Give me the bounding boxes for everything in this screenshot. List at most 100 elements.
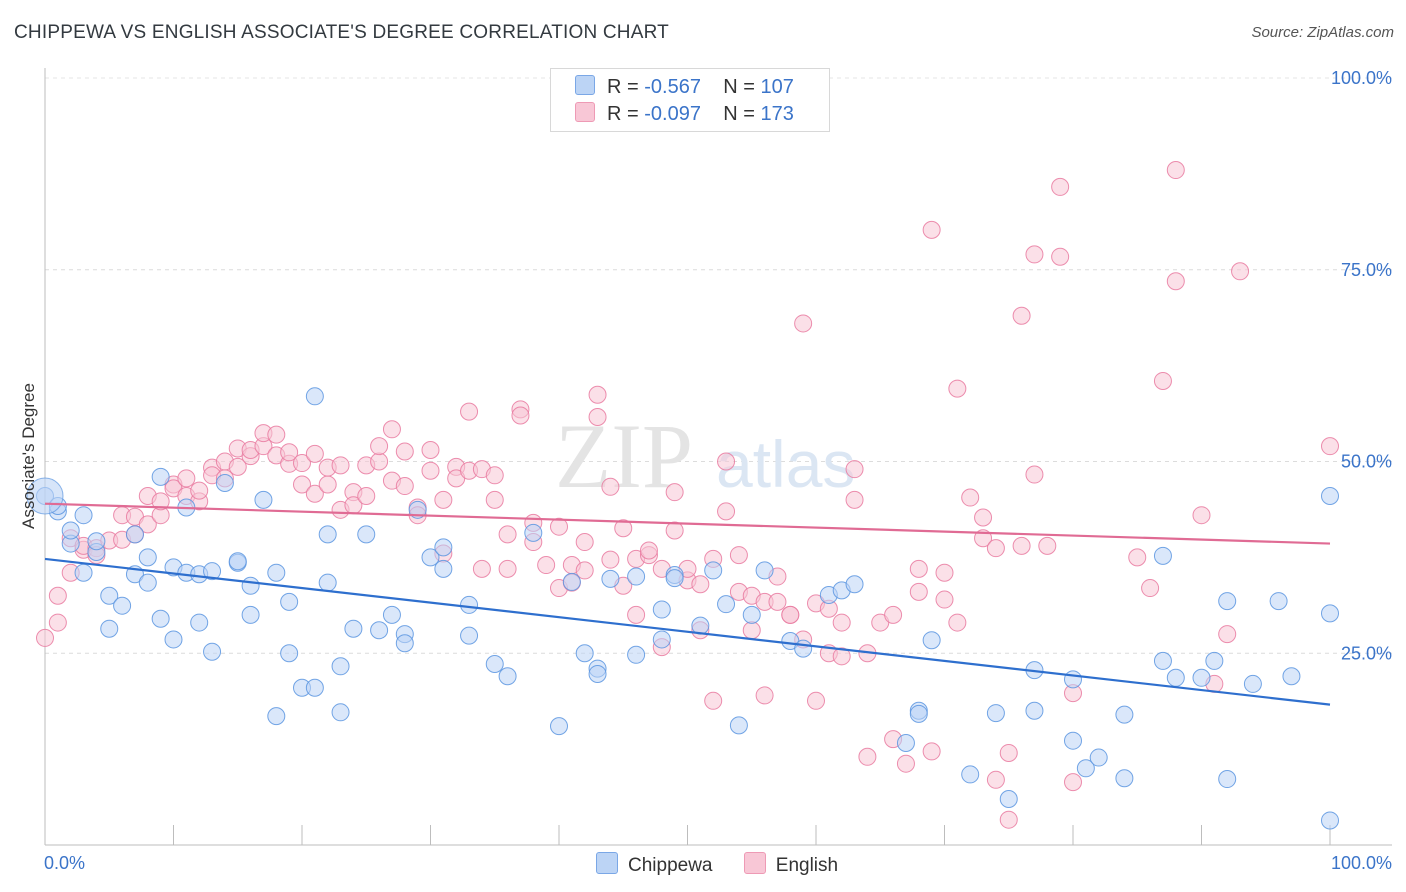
english-point bbox=[948, 379, 967, 398]
chippewa-point bbox=[203, 642, 222, 661]
english-point bbox=[1012, 306, 1031, 325]
english-point bbox=[922, 220, 941, 239]
english-point bbox=[511, 406, 530, 425]
legend-item-english[interactable]: English bbox=[743, 852, 838, 877]
chippewa-point bbox=[794, 639, 813, 658]
chippewa-point bbox=[280, 592, 299, 611]
english-point bbox=[267, 425, 286, 444]
chippewa-point bbox=[100, 586, 119, 605]
english-point bbox=[665, 521, 684, 540]
chippewa-point bbox=[215, 473, 234, 492]
chippewa-point bbox=[1115, 769, 1134, 788]
english-point bbox=[1321, 437, 1339, 456]
chippewa-point bbox=[344, 619, 363, 638]
chippewa-point bbox=[1321, 487, 1339, 506]
chippewa-point bbox=[999, 789, 1018, 808]
english-point bbox=[986, 539, 1005, 558]
english-point bbox=[138, 515, 157, 534]
chippewa-point bbox=[1115, 705, 1134, 724]
y-tick-label: 25.0% bbox=[1341, 643, 1392, 663]
chippewa-point bbox=[267, 563, 286, 582]
chippewa-point bbox=[382, 605, 401, 624]
chippewa-point bbox=[562, 572, 581, 591]
chippewa-point bbox=[1089, 748, 1108, 767]
english-point bbox=[614, 519, 633, 538]
chippewa-point bbox=[267, 707, 286, 726]
english-point bbox=[1166, 272, 1185, 291]
chippewa-point bbox=[318, 525, 337, 544]
english-point bbox=[293, 475, 311, 494]
english-point bbox=[1128, 548, 1147, 567]
chippewa-point bbox=[1153, 651, 1172, 670]
y-tick-label: 75.0% bbox=[1341, 260, 1392, 280]
y-tick-label: 50.0% bbox=[1341, 452, 1392, 472]
english-point bbox=[472, 559, 491, 578]
chippewa-point bbox=[1153, 546, 1172, 565]
chippewa-point bbox=[87, 532, 106, 551]
chippewa-point bbox=[241, 605, 260, 624]
english-point bbox=[974, 508, 993, 527]
english-point bbox=[1012, 536, 1031, 555]
english-point bbox=[318, 475, 337, 494]
english-trend-line bbox=[44, 502, 1331, 545]
legend-item-chippewa[interactable]: Chippewa bbox=[596, 852, 713, 877]
chippewa-point bbox=[961, 765, 980, 784]
english-point bbox=[742, 621, 761, 640]
english-point bbox=[588, 408, 607, 427]
english-legend-swatch bbox=[743, 852, 766, 874]
english-point bbox=[293, 454, 311, 473]
english-point bbox=[575, 561, 594, 580]
english-point bbox=[177, 469, 196, 488]
chippewa-point bbox=[61, 521, 80, 540]
english-point bbox=[627, 605, 646, 624]
english-r-value: -0.097 bbox=[644, 103, 701, 125]
english-swatch bbox=[575, 102, 595, 122]
english-point bbox=[961, 488, 980, 507]
english-point bbox=[498, 525, 517, 544]
english-point bbox=[395, 477, 414, 496]
english-point bbox=[460, 402, 479, 421]
english-point bbox=[228, 457, 247, 476]
chippewa-points bbox=[26, 387, 1339, 830]
chippewa-point bbox=[203, 562, 222, 581]
english-point bbox=[370, 452, 389, 471]
english-point bbox=[999, 810, 1018, 829]
chippewa-point bbox=[434, 538, 453, 557]
english-point bbox=[382, 420, 401, 439]
chippewa-point bbox=[241, 576, 260, 595]
english-point bbox=[717, 452, 736, 471]
chippewa-point bbox=[370, 621, 389, 640]
chippewa-point bbox=[113, 596, 132, 615]
chippewa-point bbox=[588, 664, 607, 683]
chippewa-point bbox=[331, 657, 350, 676]
chart-source: Source: ZipAtlas.com bbox=[1251, 24, 1394, 41]
english-point bbox=[832, 613, 851, 632]
english-point bbox=[48, 613, 67, 632]
english-point bbox=[781, 605, 800, 624]
x-axis-min-label: 0.0% bbox=[44, 853, 85, 873]
english-point bbox=[858, 747, 877, 766]
english-point bbox=[498, 559, 517, 578]
english-point bbox=[36, 628, 54, 647]
chippewa-point bbox=[896, 733, 915, 752]
legend-row-english: R = -0.097 N = 173 bbox=[575, 102, 794, 128]
chippewa-point bbox=[1064, 670, 1082, 689]
english-point bbox=[370, 437, 389, 456]
chippewa-point bbox=[190, 613, 209, 632]
english-point bbox=[48, 586, 67, 605]
english-point bbox=[948, 613, 967, 632]
chippewa-legend-swatch bbox=[596, 852, 618, 874]
english-point bbox=[1166, 161, 1185, 180]
chippewa-point bbox=[125, 525, 144, 544]
english-point bbox=[434, 490, 453, 509]
english-point bbox=[896, 754, 915, 773]
english-point bbox=[845, 460, 864, 479]
chippewa-point bbox=[421, 548, 440, 567]
chippewa-point bbox=[164, 630, 183, 649]
english-point bbox=[280, 443, 299, 462]
chippewa-point bbox=[755, 561, 774, 580]
english-point bbox=[331, 456, 350, 475]
english-point bbox=[884, 605, 903, 624]
english-point bbox=[794, 314, 813, 333]
english-point bbox=[1231, 262, 1250, 281]
